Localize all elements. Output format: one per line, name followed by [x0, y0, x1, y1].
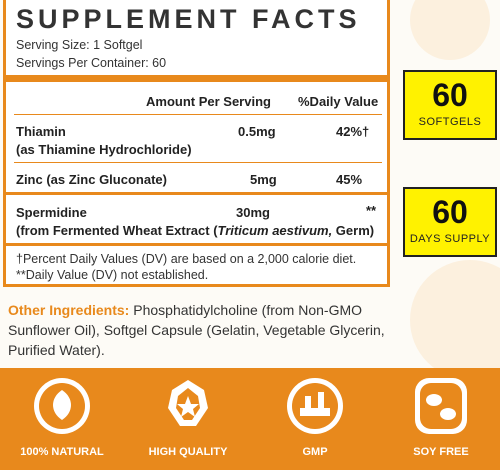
daily-value: 42%†	[336, 124, 370, 139]
icon-label: HIGH QUALITY	[148, 446, 228, 458]
divider	[14, 162, 382, 163]
other-ingredients: Other Ingredients: Phosphatidylcholine (…	[8, 300, 398, 360]
amount: 0.5mg	[238, 124, 276, 139]
ingredient-name: Zinc (as Zinc Gluconate)	[16, 172, 167, 187]
ingredient-name: Spermidine	[16, 205, 87, 220]
text: Germ)	[332, 223, 375, 238]
divider	[6, 75, 387, 82]
icon-label: SOY FREE	[413, 446, 469, 458]
ingredient-source: (from Fermented Wheat Extract (Triticum …	[16, 223, 374, 238]
divider	[6, 243, 387, 246]
daily-value: **	[366, 203, 377, 218]
supplement-facts-panel: SUPPLEMENT FACTS Serving Size: 1 Softgel…	[3, 0, 390, 287]
badge-label: SOFTGELS	[418, 116, 482, 128]
serving-size: Serving Size: 1 Softgel	[16, 38, 143, 52]
amount: 5mg	[250, 172, 277, 187]
daily-value: 45%	[336, 172, 363, 187]
text: Phosphatidylcholine (from Non-GMO Sunflo…	[8, 302, 385, 358]
footnote: †Percent Daily Values (DV) are based on …	[16, 252, 357, 266]
footnote: **Daily Value (DV) not established.	[16, 268, 209, 282]
icon-label: GMP	[302, 446, 328, 458]
badge: 60 SOFTGELS	[403, 70, 497, 140]
title: SUPPLEMENT FACTS	[16, 4, 361, 34]
badge-number: 60	[432, 194, 468, 230]
badge-label: DAYS SUPPLY	[409, 233, 491, 245]
column-header: %Daily Value	[298, 94, 379, 109]
badge-number: 60	[432, 77, 468, 113]
text: Triticum aestivum,	[217, 223, 333, 238]
ingredient-name: Thiamin	[16, 124, 66, 139]
icons	[34, 378, 467, 434]
ingredient-source: (as Thiamine Hydrochloride)	[16, 142, 192, 157]
servings-per-container: Servings Per Container: 60	[16, 56, 167, 70]
text: (from Fermented Wheat Extract (	[16, 223, 218, 238]
badge: 60 DAYS SUPPLY	[403, 187, 497, 257]
divider	[14, 114, 382, 115]
icon-label: 100% NATURAL	[20, 446, 104, 458]
divider	[6, 192, 387, 195]
label: Other Ingredients:	[8, 302, 130, 318]
amount: 30mg	[236, 205, 270, 220]
column-header: Amount Per Serving	[146, 94, 271, 109]
